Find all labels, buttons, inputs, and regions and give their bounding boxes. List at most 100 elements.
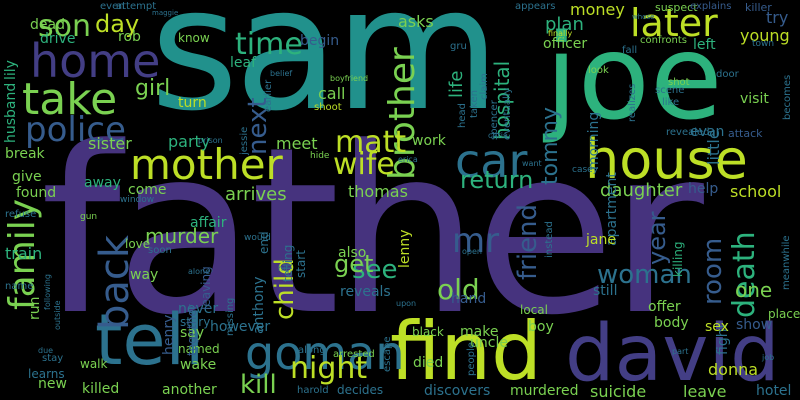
word: outside	[53, 300, 62, 331]
word: suspect	[655, 1, 698, 14]
word: hide	[310, 151, 330, 161]
word: david	[565, 309, 780, 399]
word: call	[318, 84, 346, 103]
word: help	[688, 181, 719, 197]
word: gru	[450, 41, 467, 52]
word: wake	[180, 357, 217, 373]
word: father	[40, 99, 704, 366]
word: away	[84, 175, 121, 191]
word: together	[185, 304, 199, 356]
word: suicide	[590, 382, 647, 400]
word: morning	[586, 111, 602, 170]
word: lily	[3, 60, 19, 80]
word: uncle	[470, 335, 508, 351]
word: confronts	[640, 35, 687, 46]
word: joe	[545, 8, 723, 146]
word: get	[334, 250, 374, 278]
word: evan	[690, 124, 725, 140]
word: party	[168, 132, 211, 151]
word: sister	[88, 134, 132, 153]
word: along	[298, 345, 326, 356]
word: turn	[178, 95, 207, 111]
word: lenny	[397, 229, 413, 268]
word: arrives	[225, 184, 287, 205]
word: however	[210, 319, 271, 335]
word: reveals	[340, 284, 391, 300]
word: see	[352, 255, 398, 285]
word: finally	[548, 29, 573, 38]
word: found	[16, 185, 57, 201]
word: visit	[740, 91, 769, 107]
word: later	[630, 1, 718, 45]
word: named	[178, 342, 220, 356]
word: walk	[80, 357, 108, 371]
word: casey	[572, 165, 599, 175]
word: asks	[398, 12, 434, 31]
word: prison	[198, 136, 223, 145]
word: meanwhile	[781, 235, 792, 290]
word: jane	[586, 232, 616, 248]
word: money	[570, 0, 625, 19]
word: erica	[398, 155, 418, 164]
word: woman	[597, 260, 692, 290]
word: dead	[30, 17, 65, 33]
word: refuse	[5, 209, 37, 220]
word: want	[522, 159, 542, 168]
word: begin	[300, 33, 340, 49]
word: window	[120, 195, 155, 205]
word: even	[100, 1, 125, 12]
word: local	[520, 303, 548, 317]
word: shot	[668, 77, 690, 88]
word: wife	[333, 147, 395, 182]
word: meet	[276, 134, 318, 153]
word: open	[462, 247, 482, 256]
word: part	[672, 347, 689, 356]
word: school	[730, 182, 782, 201]
word: scene	[655, 85, 685, 96]
word: tommy	[538, 107, 563, 185]
word: donna	[708, 360, 759, 379]
word: train	[5, 244, 43, 263]
word: know	[178, 31, 210, 45]
word: affair	[190, 215, 227, 231]
word: take	[22, 74, 118, 125]
word: killer	[745, 1, 772, 14]
word: story	[180, 315, 211, 329]
word: realizes	[627, 83, 638, 122]
word: murder	[145, 224, 219, 248]
word: hand	[451, 291, 487, 307]
word: learns	[28, 367, 65, 381]
word: becomes	[782, 74, 793, 120]
word: explains	[690, 1, 732, 12]
word: belief	[270, 69, 293, 78]
word: police	[25, 110, 126, 150]
word: earlier	[263, 79, 274, 112]
word: home	[30, 34, 161, 88]
word: instead	[544, 221, 555, 258]
word: night	[290, 351, 368, 386]
word: sam	[150, 0, 500, 149]
word: killed	[82, 381, 120, 397]
word: missing	[225, 297, 236, 336]
word: chris	[488, 131, 508, 140]
word: sex	[705, 319, 729, 335]
word: due	[38, 346, 54, 355]
word: car	[455, 134, 528, 188]
word: boy	[528, 319, 554, 335]
word: people	[466, 342, 477, 376]
word: offer	[648, 299, 681, 315]
word: job	[762, 353, 775, 362]
word: year	[643, 211, 671, 265]
word: work	[412, 133, 446, 149]
word: new	[38, 376, 67, 392]
word: leaf	[230, 55, 257, 71]
word: door	[716, 69, 739, 80]
word: goman	[245, 326, 405, 380]
word: love	[125, 237, 151, 251]
word: drive	[40, 31, 76, 47]
word: rob	[118, 29, 141, 45]
word: alone	[188, 267, 211, 276]
word: left	[693, 37, 716, 53]
word: death	[727, 231, 762, 318]
word: give	[12, 169, 42, 185]
